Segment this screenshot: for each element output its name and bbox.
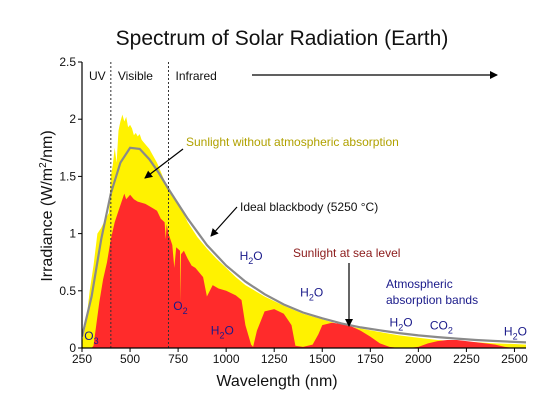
molecule-label-layer: O3 O2 H2O H2O H2O H2O CO2 H2O <box>84 249 527 346</box>
y-tick-label-4: 2 <box>69 112 76 126</box>
region-label-infrared: Infrared <box>175 69 216 83</box>
molecule-label-o3: O3 <box>84 329 98 346</box>
x-tick-label-2000: 2000 <box>405 352 432 366</box>
label-blackbody: Ideal blackbody (5250 °C) <box>240 200 378 214</box>
pointer-no-atm <box>144 148 184 179</box>
y-tick-label-3: 1.5 <box>59 169 76 183</box>
chart-title: Spectrum of Solar Radiation (Earth) <box>116 27 449 50</box>
y-axis-label: Irradiance (W/m2/nm) <box>38 130 56 281</box>
label-no-atm: Sunlight without atmospheric absorption <box>186 135 399 149</box>
x-tick-label-2500: 2500 <box>501 352 528 366</box>
y-tick-label-1: 0.5 <box>59 284 76 298</box>
y-tick-label-2: 1 <box>69 227 76 241</box>
y-tick-label-5: 2.5 <box>59 55 76 69</box>
molecule-label-h2o-d: H2O <box>390 315 413 332</box>
label-sea-level: Sunlight at sea level <box>293 246 400 260</box>
molecule-label-co2: CO2 <box>430 319 453 336</box>
x-tick-label-500: 500 <box>120 352 140 366</box>
region-label-uv: UV <box>89 69 106 83</box>
molecule-label-h2o-e: H2O <box>504 324 527 341</box>
x-tick-label-750: 750 <box>168 352 188 366</box>
molecule-label-h2o-a: H2O <box>211 323 234 340</box>
x-tick-label-1750: 1750 <box>357 352 384 366</box>
x-tick-label-1000: 1000 <box>213 352 240 366</box>
pointer-blackbody <box>210 206 238 237</box>
label-absorption-bands-line2: absorption bands <box>386 293 478 307</box>
y-tick-layer: 0 0.5 1 1.5 2 2.5 <box>59 55 82 355</box>
region-label-visible: Visible <box>118 69 153 83</box>
series-sea-level-area <box>82 193 525 348</box>
series-blackbody-line <box>82 146 526 344</box>
x-axis-label: Wavelength (nm) <box>216 373 337 390</box>
x-tick-label-250: 250 <box>72 352 92 366</box>
x-tick-label-1500: 1500 <box>309 352 336 366</box>
x-tick-label-2250: 2250 <box>453 352 480 366</box>
y-axis-label-tail: /nm) <box>39 130 56 162</box>
molecule-label-h2o-b: H2O <box>240 249 263 266</box>
x-tick-label-1250: 1250 <box>261 352 288 366</box>
label-absorption-bands: Atmospheric absorption bands <box>386 277 478 307</box>
region-layer: UV Visible Infrared <box>89 62 217 348</box>
molecule-label-h2o-c: H2O <box>300 286 323 303</box>
molecule-label-o2: O2 <box>173 299 187 316</box>
label-absorption-bands-line1: Atmospheric <box>386 277 453 291</box>
x-tick-layer: 250 500 750 1000 1250 1500 1750 2000 2250 2500 <box>72 348 528 366</box>
y-tick-label-0: 0 <box>69 341 76 355</box>
y-axis-label-exp: 2 <box>38 162 49 168</box>
y-axis-label-main: Irradiance (W/m <box>39 168 56 282</box>
